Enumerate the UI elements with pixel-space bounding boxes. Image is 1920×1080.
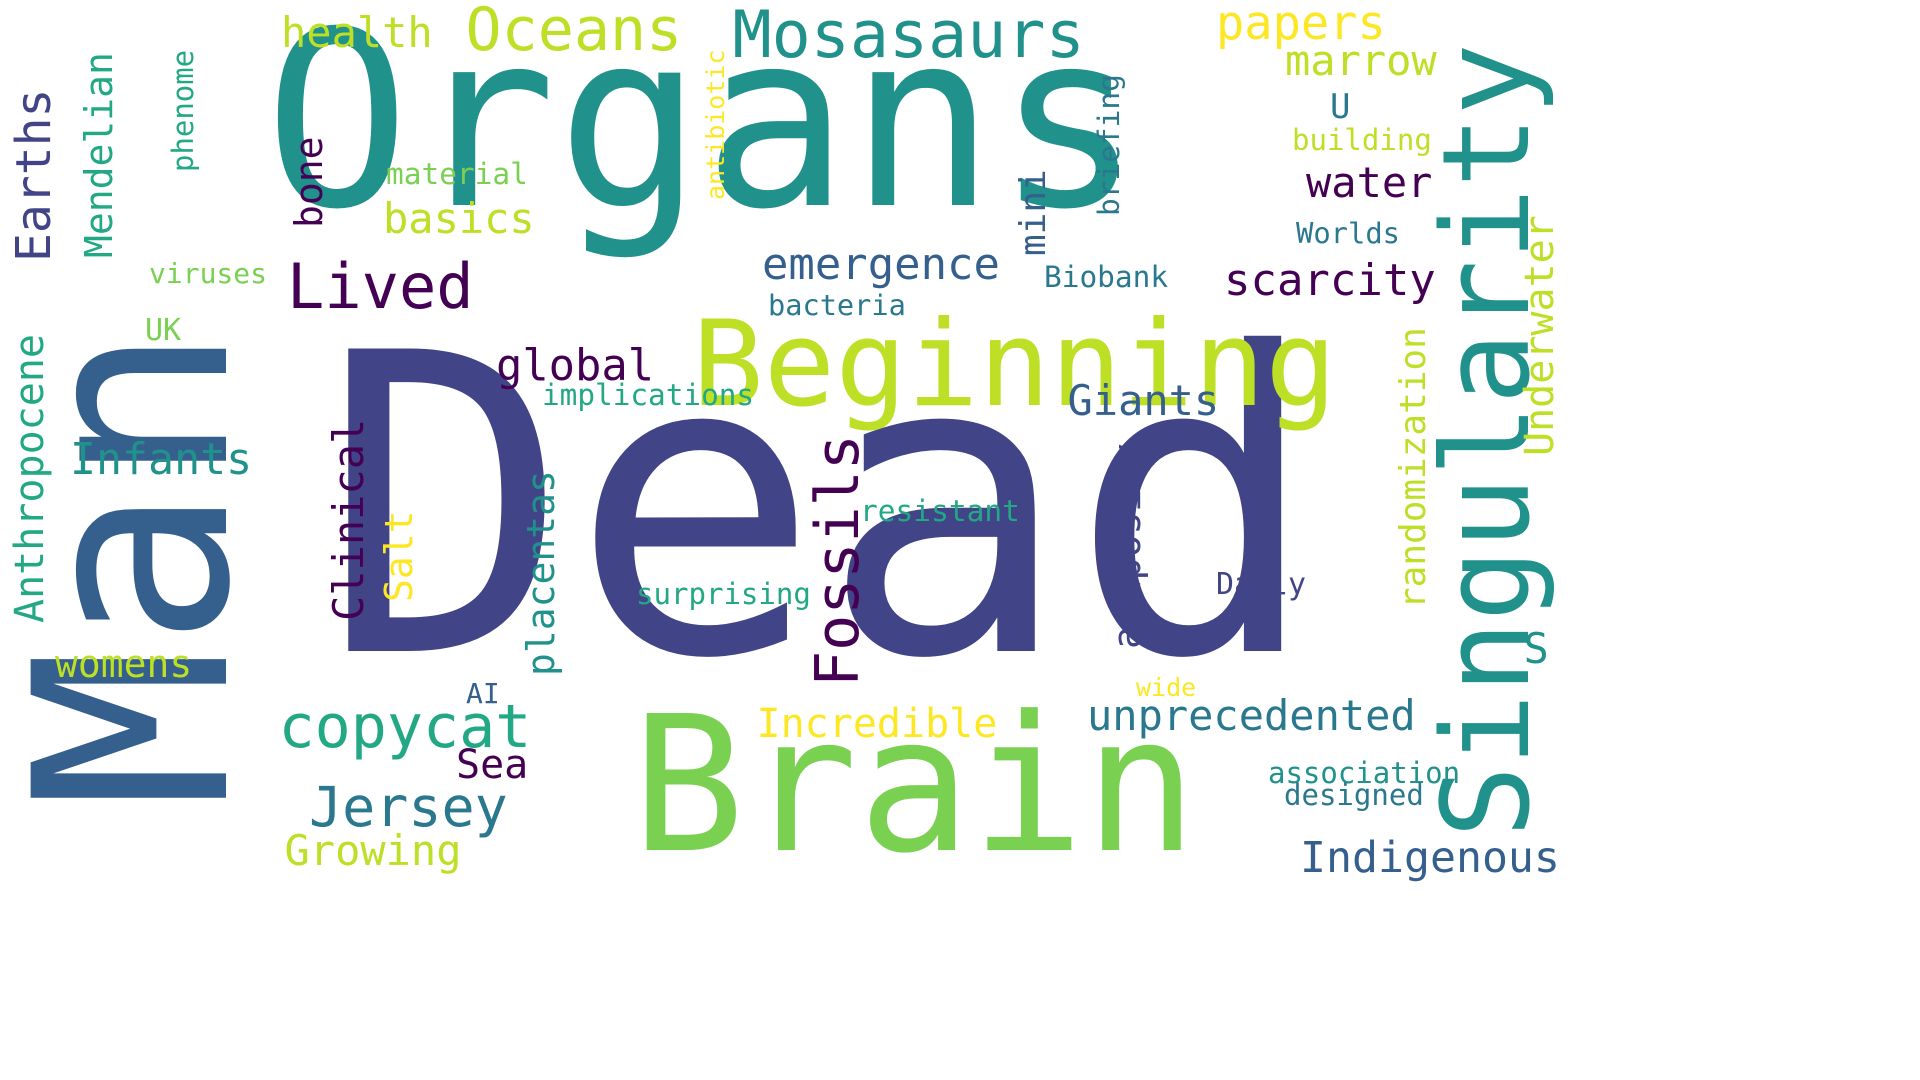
word-association: association bbox=[1268, 755, 1461, 790]
word-sea: Sea bbox=[456, 742, 529, 788]
word-s: S bbox=[1523, 624, 1549, 673]
word-mendelian: Mendelian bbox=[77, 52, 121, 258]
word-worlds: Worlds bbox=[1296, 215, 1401, 250]
word-material: material bbox=[386, 156, 528, 191]
word-mosasaurs: Mosasaurs bbox=[732, 0, 1085, 73]
word-water: water bbox=[1306, 158, 1433, 207]
word-viruses: viruses bbox=[149, 257, 268, 290]
word-health: health bbox=[281, 8, 433, 57]
word-salt: Salt bbox=[377, 509, 421, 602]
word-marrow: marrow bbox=[1285, 36, 1437, 85]
word-resistant: resistant bbox=[860, 494, 1020, 528]
word-antibiotic: antibiotic bbox=[701, 48, 730, 200]
word-infants: Infants bbox=[70, 435, 253, 485]
word-biobank: Biobank bbox=[1044, 259, 1169, 294]
word-underwater: Underwater bbox=[1517, 214, 1563, 456]
word-placentas: placentas bbox=[519, 470, 563, 676]
word-ai: AI bbox=[466, 677, 500, 710]
word-designed: designed bbox=[1284, 777, 1424, 812]
word-scarcity: scarcity bbox=[1224, 254, 1436, 306]
word-lived: Lived bbox=[287, 250, 474, 323]
word-mini: mini bbox=[1013, 168, 1054, 256]
word-bacteria: bacteria bbox=[768, 287, 906, 322]
word-daily: Daily bbox=[1216, 567, 1306, 602]
word-brain: Brain bbox=[631, 676, 1198, 895]
word-phenome: phenome bbox=[165, 49, 200, 172]
word-emergence: emergence bbox=[762, 238, 1000, 290]
word-unprecedented: unprecedented bbox=[1087, 691, 1416, 740]
word-growing: Growing bbox=[284, 826, 462, 875]
word-incredible: Incredible bbox=[756, 701, 998, 747]
word-womens: womens bbox=[55, 642, 193, 686]
word-randomization: randomization bbox=[1393, 327, 1434, 609]
word-briefing: briefing bbox=[1091, 74, 1126, 216]
word-dead: Dead bbox=[320, 266, 1320, 749]
word-uk: UK bbox=[145, 313, 182, 348]
word-wide: wide bbox=[1136, 673, 1197, 702]
word-oceans: Oceans bbox=[465, 0, 683, 65]
word-jersey: Jersey bbox=[309, 775, 508, 839]
word-global: global bbox=[496, 340, 655, 391]
word-beginning: Beginning bbox=[692, 295, 1337, 434]
word-indigenous: Indigenous bbox=[1300, 833, 1560, 883]
word-implications: implications bbox=[542, 377, 755, 412]
word-anthropocene: Anthropocene bbox=[7, 333, 53, 623]
word-adiposity: adiposity bbox=[1105, 443, 1149, 649]
word-papers: papers bbox=[1216, 0, 1386, 51]
word-basics: basics bbox=[383, 194, 535, 243]
word-giants: Giants bbox=[1067, 376, 1220, 425]
word-earths: Earths bbox=[6, 88, 62, 262]
word-copycat: copycat bbox=[278, 692, 532, 762]
word-building: building bbox=[1292, 122, 1432, 157]
word-u: U bbox=[1330, 87, 1351, 127]
word-fossils: Fossils bbox=[803, 434, 873, 687]
word-bone: bone bbox=[287, 136, 331, 228]
word-surprising: surprising bbox=[636, 576, 811, 611]
word-organs: Organs bbox=[264, 0, 1142, 263]
word-clinical: Clinical bbox=[324, 418, 373, 621]
